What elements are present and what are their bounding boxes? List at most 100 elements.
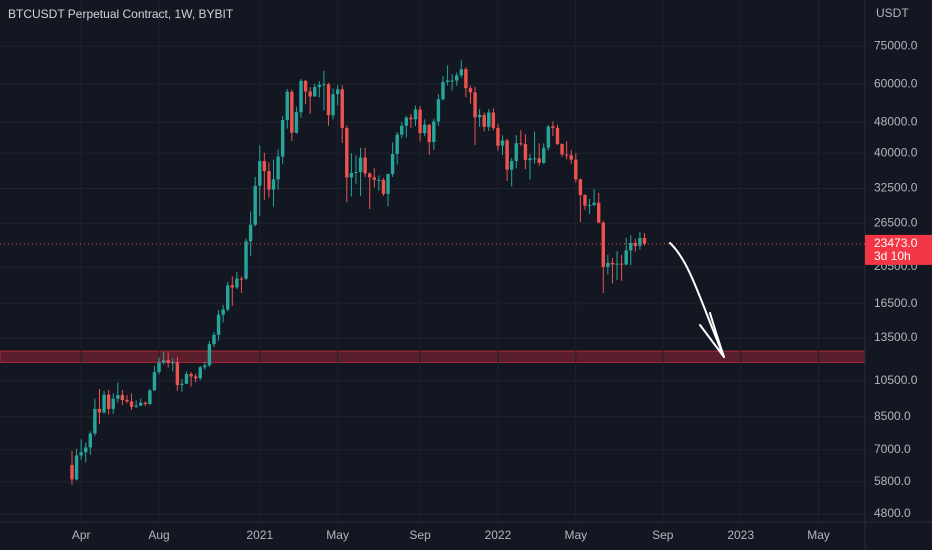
candle-body (619, 263, 624, 265)
candle-body (629, 242, 633, 251)
candle-body (143, 402, 147, 405)
candle-body (390, 154, 395, 174)
x-tick-label: Sep (409, 528, 431, 542)
candle-body (262, 161, 267, 172)
candle-body (267, 171, 271, 190)
candle-body (161, 360, 166, 363)
candle-body (372, 177, 376, 180)
candle-body (198, 367, 202, 379)
candle-body (88, 433, 93, 448)
candle-body (335, 89, 340, 95)
candle-body (418, 109, 422, 134)
candle-body (532, 158, 537, 160)
y-tick-label: 16500.0 (874, 296, 918, 310)
x-tick-label: 2023 (727, 528, 754, 542)
x-tick-label: 2021 (246, 528, 273, 542)
candle-body (134, 405, 138, 407)
candle-body (116, 394, 120, 399)
candle-body (102, 394, 106, 413)
candle-body (317, 84, 322, 88)
candle-body (120, 394, 125, 401)
candle-body (587, 205, 592, 207)
candle-body (546, 126, 551, 148)
candle-body (244, 241, 248, 279)
y-tick-label: 26500.0 (874, 215, 918, 229)
candle-body (239, 278, 244, 280)
y-tick-label: 13500.0 (874, 330, 918, 344)
candle-body (363, 157, 367, 174)
candle-body (597, 202, 601, 223)
candle-body (642, 238, 647, 244)
candle-body (427, 124, 431, 143)
last-price-label: 23473.0 (874, 236, 918, 250)
candle-body (377, 179, 381, 181)
candle-body (93, 408, 97, 434)
y-tick-label: 10500.0 (874, 373, 918, 387)
candle-body (294, 112, 299, 133)
candle-body (624, 250, 628, 265)
y-tick-label: 4800.0 (874, 506, 911, 520)
candle-body (184, 373, 189, 384)
candle-body (166, 360, 170, 363)
candle-body (445, 80, 450, 82)
candle-body (125, 400, 129, 402)
candle-body (70, 465, 74, 480)
candle-body (477, 114, 482, 118)
candle-body (285, 91, 289, 121)
candle-body (459, 69, 463, 76)
candle-body (271, 179, 276, 190)
candle-body (509, 161, 514, 170)
chart-title: BTCUSDT Perpetual Contract, 1W, BYBIT (8, 7, 234, 21)
candle-body (106, 394, 111, 409)
drawn-arrow (669, 242, 725, 358)
x-tick-label: Sep (652, 528, 674, 542)
candle-body (592, 202, 596, 206)
candle-body (340, 89, 344, 128)
x-tick-label: May (326, 528, 349, 542)
candle-body (175, 362, 180, 385)
candle-body (354, 172, 358, 174)
candle-body (253, 185, 257, 225)
candle-body (235, 278, 239, 288)
y-tick-label: 48000.0 (874, 114, 918, 128)
candle-body (537, 158, 541, 163)
candle-body (500, 140, 505, 146)
y-tick-label: 75000.0 (874, 38, 918, 52)
y-tick-label: 5800.0 (874, 474, 911, 488)
y-tick-label: 8500.0 (874, 409, 911, 423)
axes: 75000.0 60000.0 48000.0 40000.0 32500.0 26500… (0, 38, 932, 542)
candle-body (473, 92, 477, 118)
candle-body (519, 143, 523, 145)
candle-body (555, 127, 560, 145)
candle-body (189, 373, 193, 377)
candle-body (432, 121, 436, 143)
candle-body (638, 238, 642, 246)
candle-body (193, 376, 198, 379)
candle-body (326, 84, 331, 116)
candle-body (404, 117, 409, 126)
candle-body (633, 242, 638, 246)
candle-body (574, 159, 578, 180)
candle-body (487, 112, 491, 127)
candle-body (248, 224, 253, 242)
y-axis-label: USDT (876, 6, 909, 20)
candle-body (409, 117, 413, 120)
candle-body (496, 127, 500, 146)
x-tick-label: Aug (148, 528, 169, 542)
candle-body (97, 408, 102, 413)
last-price-box (865, 234, 932, 265)
grid (0, 0, 866, 522)
candle-body (436, 99, 441, 122)
candle-body (523, 144, 528, 161)
y-tick-label: 40000.0 (874, 145, 918, 159)
candle-body (171, 362, 175, 364)
candle-body (280, 120, 285, 157)
candle-body (564, 154, 569, 156)
drawn-arrow-head (699, 312, 725, 358)
x-tick-label: May (807, 528, 830, 542)
candle-body (610, 262, 615, 265)
candle-body (386, 173, 390, 194)
candle-body (358, 157, 363, 173)
candle-body (216, 314, 221, 335)
